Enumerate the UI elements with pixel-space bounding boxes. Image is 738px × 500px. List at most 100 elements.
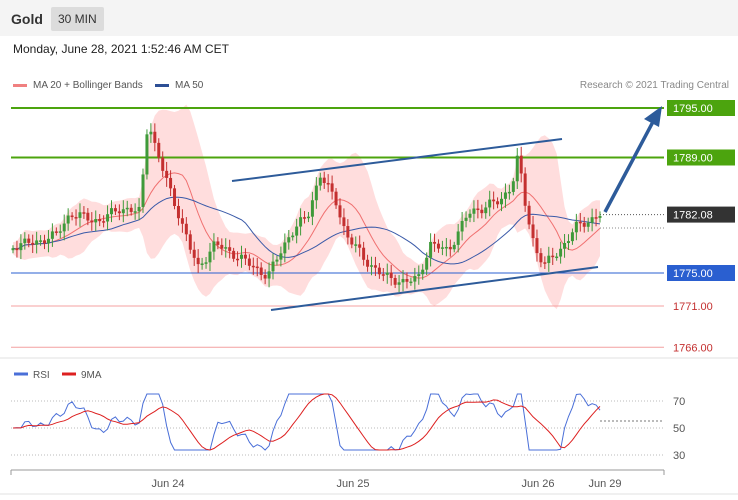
top-bar: Gold 30 MIN: [0, 0, 738, 36]
candle-body: [555, 256, 559, 259]
legend-ma50-label: MA 50: [175, 80, 204, 91]
candle-body: [598, 216, 602, 218]
candle-body: [444, 246, 448, 249]
price-label-box-1775-00: [667, 265, 735, 281]
candle-body: [393, 277, 397, 285]
candle-body: [208, 251, 212, 263]
candle-body: [476, 208, 480, 211]
candle-body: [129, 207, 133, 212]
candle-body: [66, 215, 70, 224]
rsi-tick-50: 50: [673, 423, 685, 435]
candle-body: [594, 217, 598, 219]
candle-body: [62, 223, 66, 232]
candle-body: [11, 248, 15, 251]
candle-body: [15, 248, 19, 251]
candle-body: [106, 214, 110, 222]
forecast-arrow: [603, 117, 657, 213]
candle-body: [405, 279, 409, 282]
rsi-legend-label: RSI: [33, 370, 50, 381]
candle-body: [456, 231, 460, 245]
candle-body: [500, 198, 504, 205]
candle-body: [480, 209, 484, 214]
candle-body: [484, 207, 488, 214]
candle-body: [157, 142, 161, 158]
candle-body: [161, 157, 165, 171]
candle-body: [275, 259, 279, 262]
price-label-1789-00: 1789.00: [673, 153, 713, 165]
candle-body: [35, 240, 39, 245]
candle-body: [306, 216, 310, 219]
candle-body: [86, 212, 90, 221]
x-tick-jun24: Jun 24: [151, 478, 184, 490]
candle-body: [212, 241, 216, 252]
candle-body: [279, 253, 283, 260]
candle-body: [366, 259, 370, 267]
candle-body: [496, 201, 500, 205]
rsi-series-line: [12, 393, 601, 451]
candle-body: [291, 235, 295, 238]
candle-body: [184, 223, 188, 235]
candle-body: [310, 200, 314, 217]
candle-body: [19, 243, 23, 251]
candle-body: [401, 279, 405, 283]
candle-body: [70, 215, 74, 218]
candle-body: [429, 241, 433, 258]
candle-body: [271, 261, 275, 272]
candle-body: [98, 219, 102, 222]
candle-body: [551, 255, 555, 258]
candle-body: [381, 274, 385, 276]
lower-channel-line: [270, 266, 599, 311]
candle-body: [109, 208, 113, 215]
candle-body: [74, 217, 78, 219]
candle-body: [326, 182, 330, 185]
candle-body: [224, 247, 228, 249]
candle-body: [433, 241, 437, 244]
candle-body: [346, 226, 350, 238]
candle-body: [563, 242, 567, 249]
candle-body: [460, 220, 464, 232]
candle-body: [523, 173, 527, 206]
candle-body: [46, 238, 50, 244]
price-label-box-1795-00: [667, 100, 735, 116]
ma20-line: [12, 172, 601, 279]
candle-body: [409, 281, 413, 284]
candle-body: [232, 250, 236, 259]
candle-body: [354, 244, 358, 246]
candle-body: [82, 212, 86, 214]
candle-body: [299, 217, 303, 227]
candle-body: [169, 177, 173, 189]
candle-body: [251, 265, 255, 268]
candle-body: [350, 237, 354, 245]
candle-body: [200, 263, 204, 265]
candle-body: [220, 244, 224, 249]
candle-body: [196, 257, 200, 265]
datetime-label: Monday, June 28, 2021 1:52:46 AM CET: [13, 42, 229, 56]
candle-body: [259, 267, 263, 275]
candle-body: [39, 240, 43, 242]
candle-body: [283, 242, 287, 254]
candle-body: [113, 208, 117, 212]
candle-body: [397, 282, 401, 285]
candle-body: [362, 247, 366, 260]
candle-body: [247, 258, 251, 266]
candle-body: [425, 257, 429, 270]
candle-body: [590, 217, 594, 223]
timeframe-button[interactable]: 30 MIN: [51, 7, 104, 31]
candle-body: [452, 244, 456, 250]
candle-body: [492, 199, 496, 202]
ma50-swatch: [155, 83, 169, 87]
candle-body: [507, 191, 511, 194]
candle-body: [90, 220, 94, 223]
candle-body: [342, 217, 346, 227]
candle-body: [236, 258, 240, 261]
rsi-tick-30: 30: [673, 450, 685, 462]
candle-body: [133, 211, 137, 213]
candle-body: [578, 221, 582, 224]
candle-body: [535, 238, 539, 254]
candle-body: [228, 247, 232, 251]
candle-body: [255, 266, 259, 269]
candle-body: [149, 131, 153, 135]
candle-body: [559, 248, 563, 257]
candle-body: [216, 241, 220, 245]
price-label-1775-00: 1775.00: [673, 268, 713, 280]
